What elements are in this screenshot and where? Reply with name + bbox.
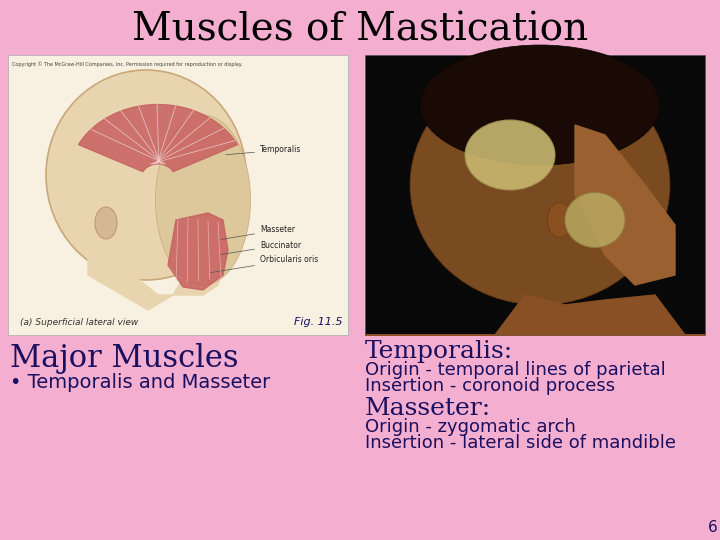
Text: Origin - temporal lines of parietal: Origin - temporal lines of parietal: [365, 361, 666, 379]
Text: Major Muscles: Major Muscles: [10, 343, 238, 374]
Ellipse shape: [465, 120, 555, 190]
Text: Orbicularis oris: Orbicularis oris: [211, 255, 318, 273]
Text: Temporalis: Temporalis: [226, 145, 302, 155]
Text: • Temporalis and Masseter: • Temporalis and Masseter: [10, 373, 270, 392]
Text: Insertion - lateral side of mandible: Insertion - lateral side of mandible: [365, 434, 676, 452]
Text: Fig. 11.5: Fig. 11.5: [294, 317, 343, 327]
Text: Masseter: Masseter: [221, 226, 295, 240]
Ellipse shape: [46, 70, 246, 280]
Ellipse shape: [410, 65, 670, 305]
Bar: [365, 55, 705, 335]
Text: 6: 6: [708, 520, 718, 535]
Text: (a) Superficial lateral view: (a) Superficial lateral view: [20, 318, 138, 327]
Ellipse shape: [565, 192, 625, 247]
Text: Copyright © The McGraw-Hill Companies, Inc. Permission required for reproduction: Copyright © The McGraw-Hill Companies, I…: [12, 61, 243, 66]
Polygon shape: [88, 225, 223, 310]
Polygon shape: [168, 213, 228, 290]
Text: Muscles of Mastication: Muscles of Mastication: [132, 11, 588, 49]
Ellipse shape: [95, 207, 117, 239]
Text: Origin - zygomatic arch: Origin - zygomatic arch: [365, 418, 576, 436]
Ellipse shape: [547, 202, 572, 238]
Ellipse shape: [420, 45, 660, 165]
Text: Buccinator: Buccinator: [221, 240, 301, 254]
Bar: [8, 55, 348, 335]
Text: Insertion - coronoid process: Insertion - coronoid process: [365, 377, 615, 395]
Ellipse shape: [156, 115, 251, 285]
Text: Temporalis:: Temporalis:: [365, 340, 513, 363]
Polygon shape: [78, 105, 238, 172]
Text: Masseter:: Masseter:: [365, 397, 491, 420]
Polygon shape: [365, 295, 705, 335]
Polygon shape: [575, 125, 675, 285]
